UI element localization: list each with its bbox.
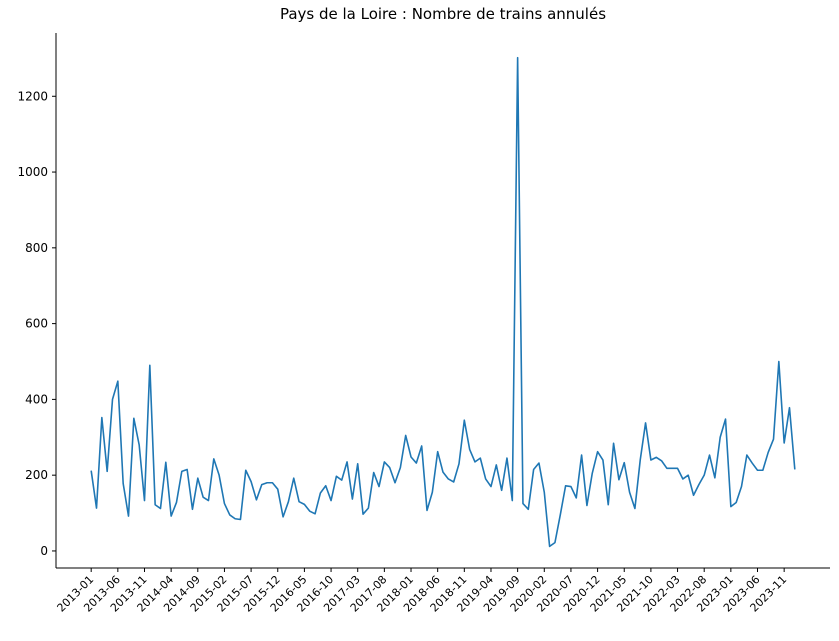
y-tick-label: 400 xyxy=(25,392,48,406)
y-tick-label: 600 xyxy=(25,317,48,331)
y-tick-label: 1200 xyxy=(17,89,48,103)
y-tick-label: 0 xyxy=(40,544,48,558)
line-series xyxy=(90,56,796,548)
y-tick-label: 200 xyxy=(25,468,48,482)
y-tick-label: 800 xyxy=(25,241,48,255)
chart-title: Pays de la Loire : Nombre de trains annu… xyxy=(280,5,606,23)
y-tick-label: 1000 xyxy=(17,165,48,179)
